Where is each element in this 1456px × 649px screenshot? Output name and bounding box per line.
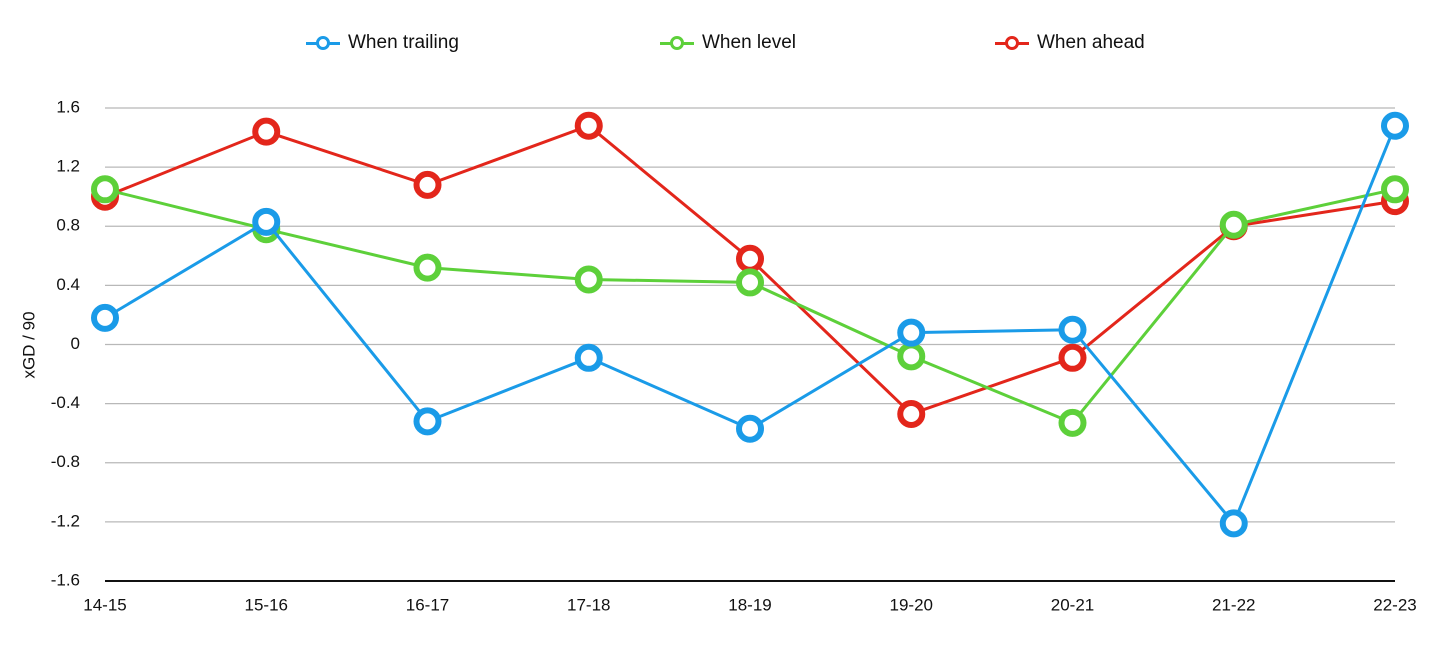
y-tick-label: -0.8: [51, 452, 80, 471]
legend-label-trailing: When trailing: [348, 32, 459, 53]
data-point: [252, 207, 281, 236]
data-point: [574, 343, 603, 372]
series-lines: [91, 111, 1409, 538]
y-tick-label: 1.6: [56, 97, 80, 116]
data-point: [413, 407, 442, 436]
y-tick-labels: 1.6 1.2 0.8 0.4 0 -0.4 -0.8 -1.2 -1.6: [51, 97, 80, 589]
x-tick-label: 15-16: [245, 595, 288, 614]
legend-label-level: When level: [702, 32, 796, 53]
data-point: [897, 342, 926, 371]
y-tick-label: 1.2: [56, 157, 80, 176]
x-tick-label: 19-20: [890, 595, 933, 614]
legend-item-level: When level: [660, 32, 796, 54]
y-tick-label: 0.8: [56, 216, 80, 235]
data-point: [736, 414, 764, 443]
data-point: [1219, 210, 1248, 239]
y-axis-label: xGD / 90: [19, 311, 38, 378]
x-tick-label: 22-23: [1373, 595, 1416, 614]
legend: When trailing When level When ahead: [0, 32, 1456, 60]
series-when-level: [91, 175, 1409, 437]
data-point: [574, 265, 603, 294]
y-tick-label: -0.4: [51, 393, 80, 412]
x-tick-label: 14-15: [83, 595, 126, 614]
legend-item-ahead: When ahead: [995, 32, 1145, 54]
data-point: [1219, 509, 1248, 538]
x-tick-label: 18-19: [728, 595, 771, 614]
series-when-trailing: [91, 111, 1409, 538]
y-tick-label: -1.2: [51, 511, 80, 530]
y-tick-label: 0: [71, 334, 80, 353]
data-point: [252, 117, 281, 146]
series-line: [104, 125, 1397, 525]
data-point: [413, 170, 442, 199]
x-tick-label: 20-21: [1051, 595, 1094, 614]
data-point: [574, 111, 603, 140]
legend-item-trailing: When trailing: [306, 32, 459, 54]
gridlines: [105, 107, 1395, 582]
data-point: [736, 268, 764, 297]
x-tick-label: 17-18: [567, 595, 610, 614]
legend-swatch-ahead: [995, 33, 1029, 53]
data-point: [413, 253, 442, 282]
y-tick-label: 0.4: [56, 275, 80, 294]
legend-label-ahead: When ahead: [1037, 32, 1145, 53]
data-point: [1058, 408, 1087, 437]
series-line: [104, 187, 1396, 425]
data-point: [1381, 175, 1409, 204]
data-point: [1381, 111, 1409, 140]
y-tick-label: -1.6: [51, 570, 80, 589]
data-point: [897, 399, 926, 428]
x-tick-labels: 14-15 15-16 16-17 17-18 18-19 19-20 20-21 21-22…: [83, 595, 1416, 614]
legend-swatch-level: [660, 33, 694, 53]
data-point: [897, 318, 926, 347]
legend-swatch-trailing: [306, 33, 340, 53]
data-point: [91, 175, 119, 204]
data-point: [91, 303, 119, 332]
data-point: [736, 244, 764, 273]
data-point: [1058, 315, 1087, 344]
x-tick-label: 21-22: [1212, 595, 1255, 614]
data-point: [1058, 343, 1087, 372]
x-tick-label: 16-17: [406, 595, 449, 614]
